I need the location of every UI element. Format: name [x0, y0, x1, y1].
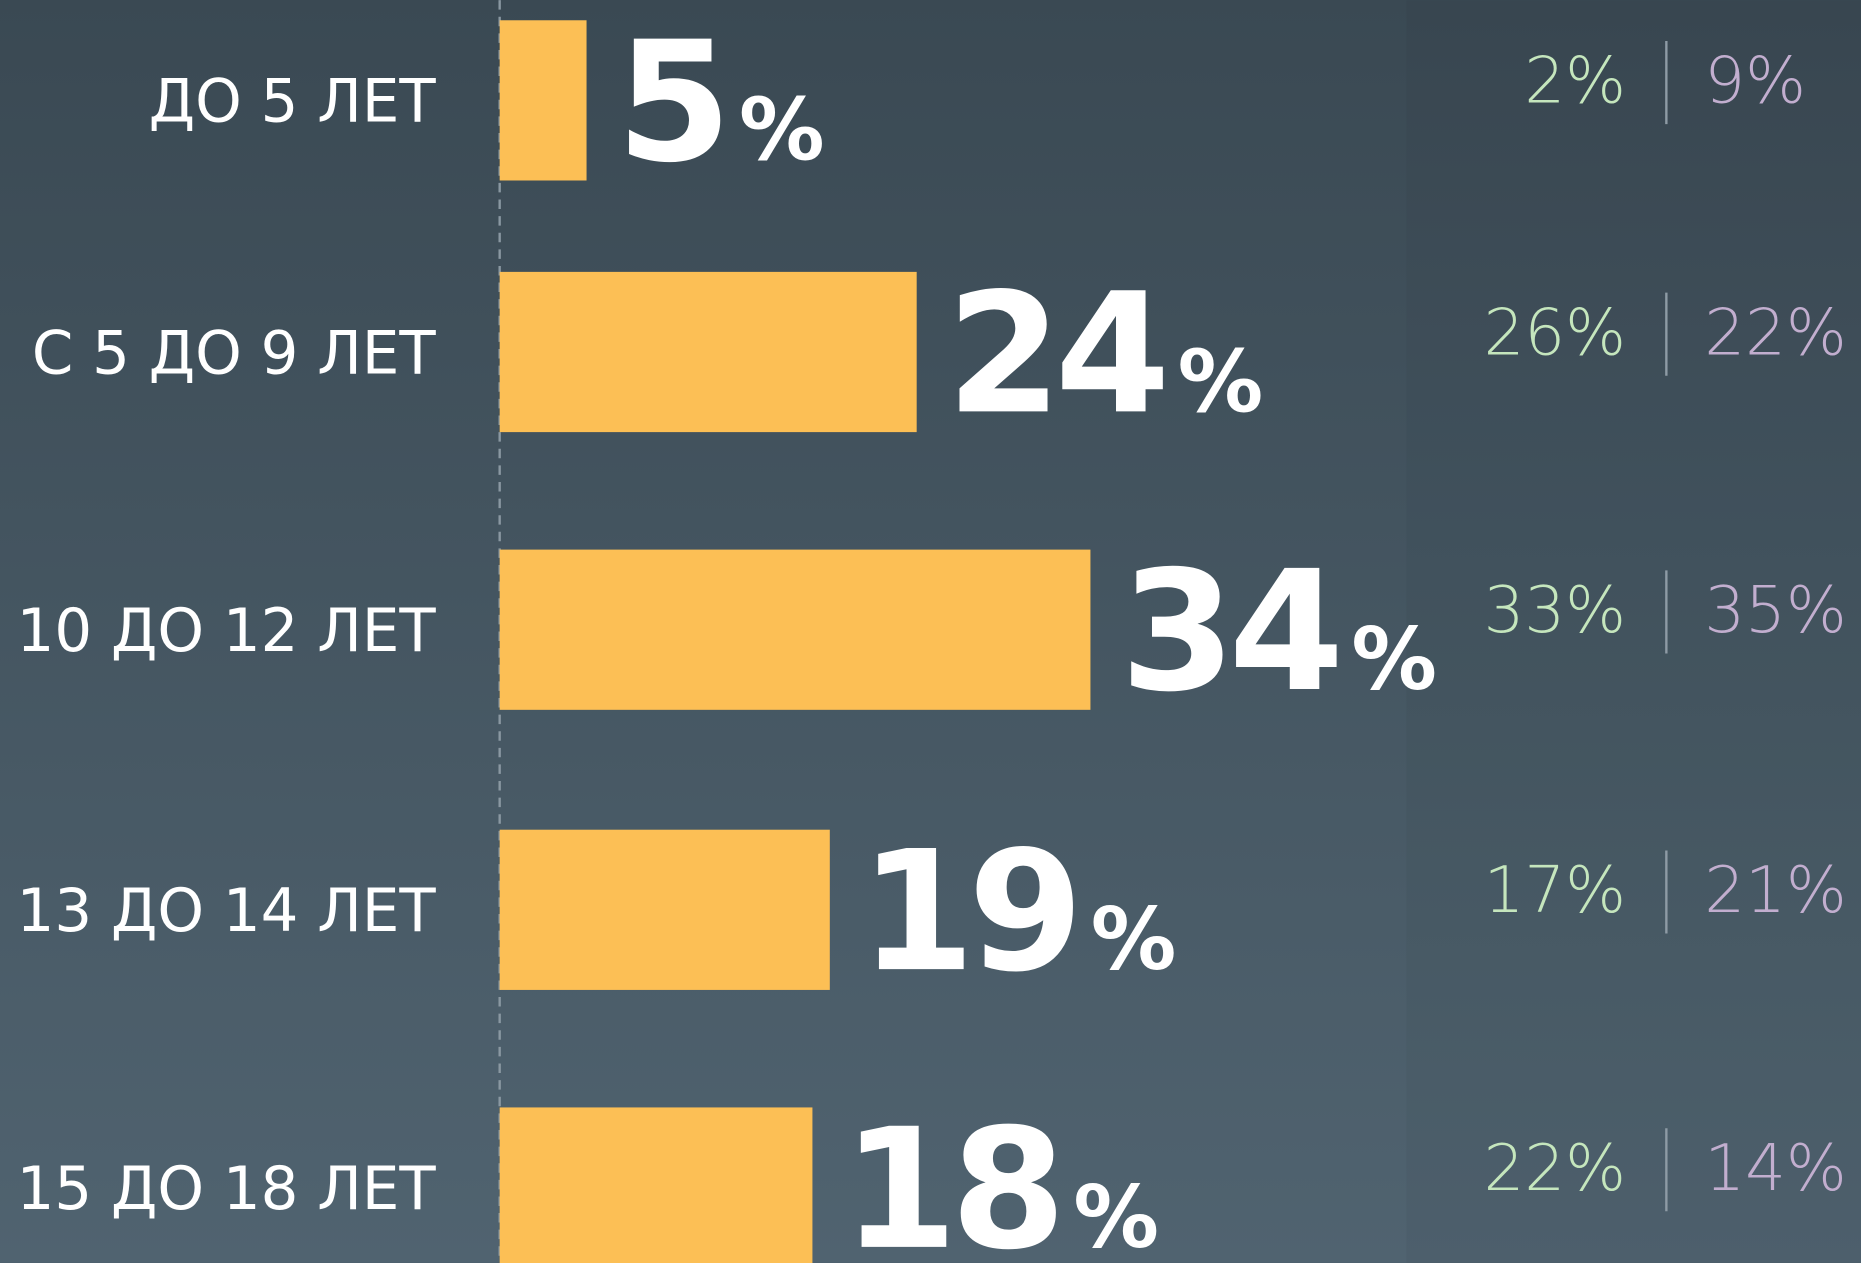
value-label: 5%: [616, 7, 824, 200]
bar: [499, 829, 830, 990]
value-number: 5: [616, 7, 725, 200]
category-label: ДО 5 ЛЕТ: [149, 67, 437, 136]
value-suffix: %: [1178, 333, 1264, 432]
side-value: 17%: [1484, 854, 1626, 928]
side-value: 21%: [1704, 854, 1846, 928]
value-suffix: %: [1073, 1169, 1159, 1263]
value-number: 24: [946, 258, 1163, 451]
bar: [499, 271, 917, 433]
side-value: 33%: [1484, 574, 1626, 648]
side-value: 26%: [1484, 296, 1626, 370]
value-number: 34: [1120, 536, 1337, 729]
side-value: 22%: [1704, 296, 1846, 370]
bar: [499, 1107, 813, 1263]
category-label: С 15 ДО 18 ЛЕТ: [0, 1154, 436, 1223]
value-suffix: %: [739, 82, 825, 181]
side-value: 2%: [1524, 45, 1626, 119]
bar: [499, 549, 1091, 710]
category-label: С 13 ДО 14 ЛЕТ: [0, 876, 436, 945]
value-number: 19: [859, 816, 1076, 1009]
side-value: 35%: [1704, 574, 1846, 648]
category-label: С 5 ДО 9 ЛЕТ: [32, 318, 436, 387]
value-suffix: %: [1351, 611, 1437, 710]
value-label: 34%: [1120, 536, 1437, 729]
value-label: 24%: [946, 258, 1263, 451]
value-label: 19%: [859, 816, 1176, 1009]
side-value: 14%: [1704, 1132, 1846, 1206]
value-number: 18: [842, 1094, 1059, 1263]
value-label: 18%: [842, 1094, 1159, 1263]
category-label: С 10 ДО 12 ЛЕТ: [0, 596, 436, 665]
value-suffix: %: [1091, 891, 1177, 990]
bar: [499, 20, 587, 181]
side-value: 22%: [1484, 1132, 1626, 1206]
side-value: 9%: [1704, 45, 1806, 119]
